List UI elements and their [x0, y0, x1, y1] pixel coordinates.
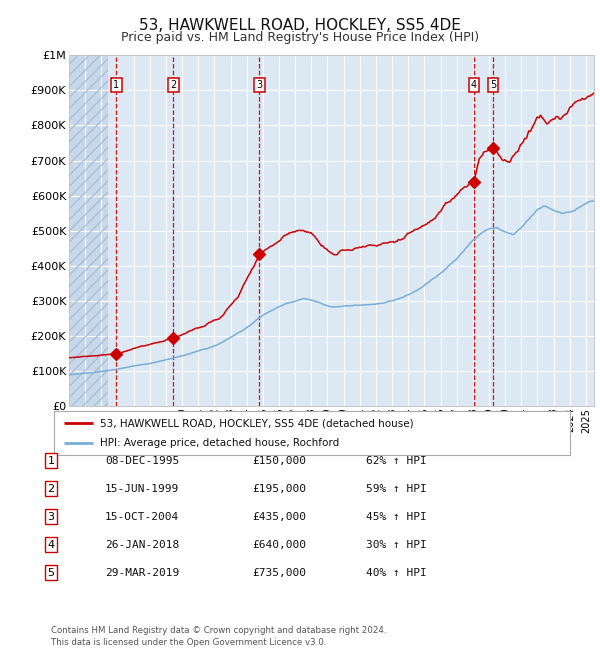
Text: £195,000: £195,000: [252, 484, 306, 494]
Text: 53, HAWKWELL ROAD, HOCKLEY, SS5 4DE (detached house): 53, HAWKWELL ROAD, HOCKLEY, SS5 4DE (det…: [100, 418, 414, 428]
Text: Contains HM Land Registry data © Crown copyright and database right 2024.
This d: Contains HM Land Registry data © Crown c…: [51, 626, 386, 647]
Text: 62% ↑ HPI: 62% ↑ HPI: [366, 456, 427, 466]
Text: 5: 5: [47, 567, 55, 578]
Text: £735,000: £735,000: [252, 567, 306, 578]
Text: 15-OCT-2004: 15-OCT-2004: [105, 512, 179, 522]
Text: 3: 3: [256, 80, 263, 90]
Bar: [69, 55, 108, 406]
Text: 4: 4: [47, 540, 55, 550]
Text: 30% ↑ HPI: 30% ↑ HPI: [366, 540, 427, 550]
Text: 5: 5: [490, 80, 496, 90]
Text: Price paid vs. HM Land Registry's House Price Index (HPI): Price paid vs. HM Land Registry's House …: [121, 31, 479, 44]
Text: 53, HAWKWELL ROAD, HOCKLEY, SS5 4DE: 53, HAWKWELL ROAD, HOCKLEY, SS5 4DE: [139, 18, 461, 33]
Text: 4: 4: [471, 80, 477, 90]
Text: 08-DEC-1995: 08-DEC-1995: [105, 456, 179, 466]
Text: £150,000: £150,000: [252, 456, 306, 466]
Text: £435,000: £435,000: [252, 512, 306, 522]
Text: 1: 1: [47, 456, 55, 466]
Text: 1: 1: [113, 80, 119, 90]
Text: 40% ↑ HPI: 40% ↑ HPI: [366, 567, 427, 578]
Text: 45% ↑ HPI: 45% ↑ HPI: [366, 512, 427, 522]
Bar: [69, 55, 108, 406]
Text: 26-JAN-2018: 26-JAN-2018: [105, 540, 179, 550]
Text: £640,000: £640,000: [252, 540, 306, 550]
Text: 3: 3: [47, 512, 55, 522]
Text: 2: 2: [47, 484, 55, 494]
Text: 15-JUN-1999: 15-JUN-1999: [105, 484, 179, 494]
Text: 29-MAR-2019: 29-MAR-2019: [105, 567, 179, 578]
Text: 2: 2: [170, 80, 176, 90]
Text: HPI: Average price, detached house, Rochford: HPI: Average price, detached house, Roch…: [100, 438, 340, 448]
Text: 59% ↑ HPI: 59% ↑ HPI: [366, 484, 427, 494]
